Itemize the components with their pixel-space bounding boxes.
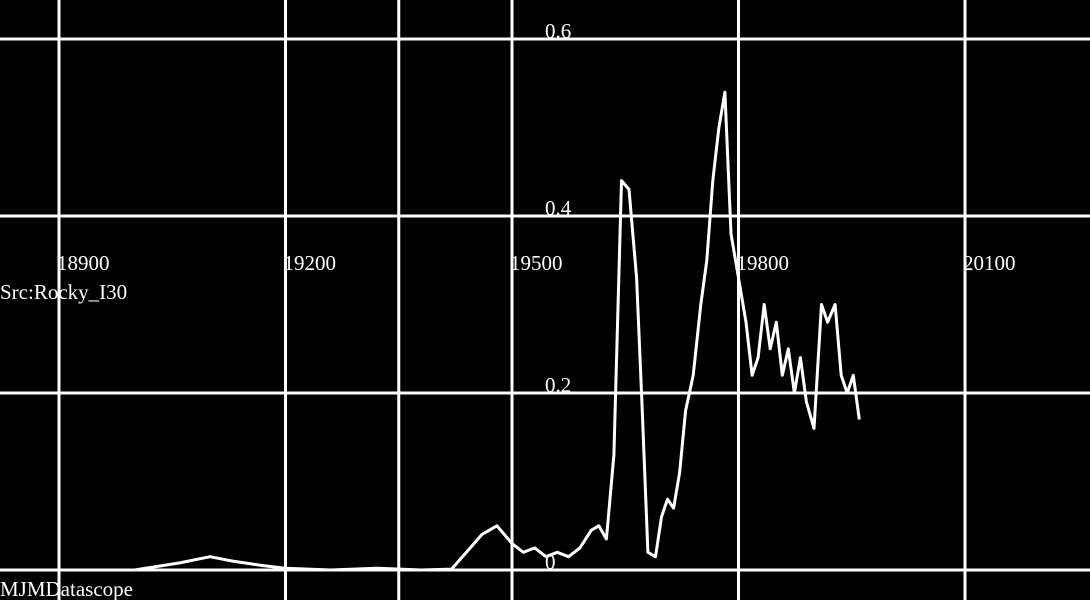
x-tick-label-1: 19200 bbox=[284, 251, 337, 275]
series-line-0 bbox=[134, 90, 861, 572]
x-tick-label-2: 19500 bbox=[510, 251, 563, 275]
y-tick-label-1: 0.2 bbox=[545, 373, 571, 397]
x-tick-label-0: 18900 bbox=[57, 251, 110, 275]
y-tick-label-3: 0.6 bbox=[545, 19, 571, 43]
y-tick-label-0: 0 bbox=[545, 550, 556, 574]
source-label: Src:Rocky_I30 bbox=[0, 280, 127, 304]
app-name-label: MJMDatascope bbox=[0, 577, 133, 600]
y-tick-label-2: 0.4 bbox=[545, 196, 572, 220]
x-tick-label-4: 20100 bbox=[963, 251, 1016, 275]
x-tick-label-3: 19800 bbox=[737, 251, 790, 275]
